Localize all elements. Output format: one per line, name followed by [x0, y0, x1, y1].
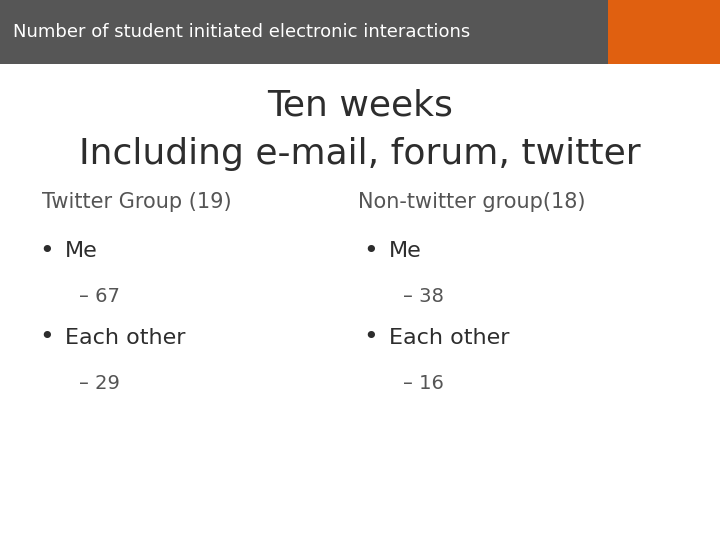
Text: Twitter Group (19): Twitter Group (19) [42, 192, 232, 213]
Text: – 29: – 29 [79, 374, 120, 393]
Text: •: • [364, 326, 378, 349]
Text: Each other: Each other [65, 327, 185, 348]
Bar [608, 0, 720, 64]
Text: Me: Me [389, 241, 421, 261]
Text: – 67: – 67 [79, 287, 120, 307]
Text: Ten weeks: Ten weeks [267, 89, 453, 122]
Text: •: • [40, 326, 54, 349]
Text: Non-twitter group(18): Non-twitter group(18) [358, 192, 585, 213]
Bar [0, 0, 720, 64]
Text: •: • [364, 239, 378, 263]
Text: Including e-mail, forum, twitter: Including e-mail, forum, twitter [79, 137, 641, 171]
Text: – 38: – 38 [403, 287, 444, 307]
Text: Each other: Each other [389, 327, 509, 348]
Text: – 16: – 16 [403, 374, 444, 393]
Text: •: • [40, 239, 54, 263]
Text: Number of student initiated electronic interactions: Number of student initiated electronic i… [13, 23, 470, 41]
Text: Me: Me [65, 241, 97, 261]
